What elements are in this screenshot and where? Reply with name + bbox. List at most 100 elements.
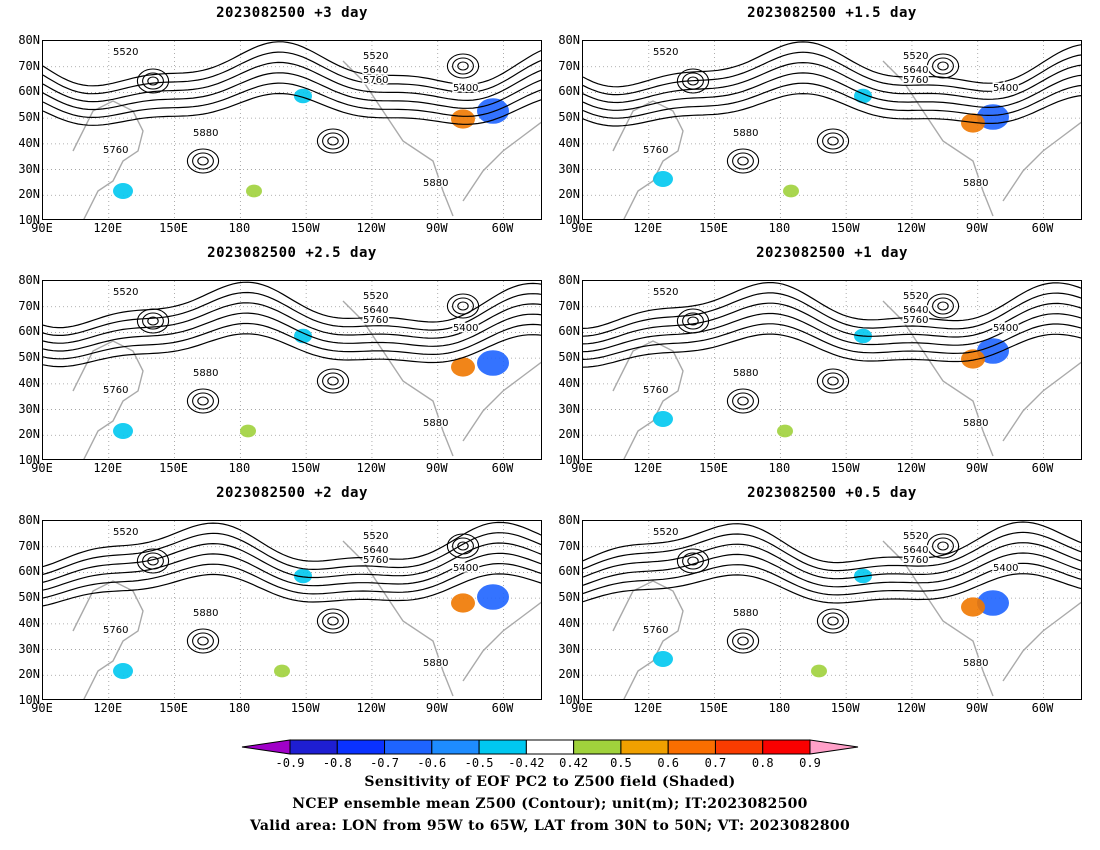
contour-label: 5640 <box>903 305 928 316</box>
lon-tick-label: 120E <box>93 701 123 715</box>
lon-tick-label: 150W <box>830 221 860 235</box>
closed-contour <box>932 297 954 315</box>
coastline-asia <box>72 100 144 219</box>
closed-contour <box>322 612 344 630</box>
lon-tick-label: 150W <box>290 221 320 235</box>
sensitivity-shading <box>477 584 509 610</box>
contour-label: 5760 <box>363 315 388 326</box>
z500-contour <box>583 302 1081 345</box>
z500-contour <box>583 92 1081 127</box>
contour-label: 5520 <box>653 527 678 538</box>
z500-contour <box>583 552 1081 588</box>
closed-contour <box>816 608 850 634</box>
sensitivity-shading <box>653 171 673 187</box>
sensitivity-shading <box>294 568 312 584</box>
sensitivity-shading <box>113 663 133 679</box>
lat-tick-label: 40N <box>558 135 580 150</box>
contour-label: 5520 <box>903 51 928 62</box>
contour-label: 5640 <box>903 65 928 76</box>
contour-label: 5400 <box>993 323 1018 334</box>
z500-contour <box>583 333 1081 368</box>
contour-label: 5880 <box>423 178 448 189</box>
sensitivity-shading <box>811 664 827 678</box>
map-panel-2: 5520 5520 5640 5760 5400 5880 5760 5880 <box>582 40 1082 220</box>
contour-label: 5400 <box>453 323 478 334</box>
contour-label: 5520 <box>113 47 138 58</box>
lat-tick-label: 80N <box>18 513 40 527</box>
lat-tick-label: 20N <box>18 427 40 442</box>
lon-tick-label: 150W <box>830 701 860 715</box>
closed-contour <box>816 128 850 154</box>
closed-contour <box>682 552 704 570</box>
closed-contour <box>192 392 214 410</box>
contour-label: 5400 <box>993 563 1018 574</box>
closed-contour <box>136 548 170 574</box>
map-panel-4: 5520 5520 5640 5760 5400 5880 5760 5880 <box>582 280 1082 460</box>
lat-tick-label: 80N <box>18 273 40 287</box>
contour-label: 5880 <box>733 128 758 139</box>
closed-contour <box>932 537 954 555</box>
closed-contour <box>322 372 344 390</box>
closed-contour <box>682 72 704 90</box>
contour-label: 5520 <box>903 531 928 542</box>
z500-contour <box>43 82 541 119</box>
lat-tick-label: 20N <box>558 427 580 442</box>
closed-contour <box>732 152 754 170</box>
closed-contour <box>142 312 164 330</box>
sensitivity-shading <box>294 88 312 104</box>
coastline-asia <box>612 580 684 699</box>
sensitivity-shading <box>246 184 262 198</box>
closed-contour <box>142 72 164 90</box>
closed-contour <box>687 76 699 86</box>
lat-tick-label: 50N <box>18 110 40 125</box>
lat-tick-label: 30N <box>18 401 40 416</box>
lon-tick-label: 150W <box>290 701 320 715</box>
colorbar-swatch <box>762 739 811 755</box>
closed-contour <box>732 632 754 650</box>
lat-tick-label: 40N <box>18 135 40 150</box>
closed-contour <box>327 616 339 626</box>
contour-label: 5640 <box>903 545 928 556</box>
colorbar-level-label: 0.8 <box>751 756 774 770</box>
z500-contour <box>43 322 541 360</box>
lat-tick-label: 50N <box>18 590 40 605</box>
lon-tick-label: 120E <box>93 461 123 475</box>
contour-label: 5760 <box>363 75 388 86</box>
contour-label: 5640 <box>363 305 388 316</box>
lat-tick-label: 60N <box>558 324 580 339</box>
z500-contour <box>583 573 1081 604</box>
z500-contour <box>43 92 541 126</box>
colorbar-level-label: -0.8 <box>322 756 352 770</box>
colorbar-level-label: -0.9 <box>275 756 305 770</box>
closed-contour <box>327 376 339 386</box>
closed-contour <box>676 548 710 574</box>
closed-contour <box>197 396 209 406</box>
closed-contour <box>197 636 209 646</box>
lat-tick-label: 70N <box>18 538 40 553</box>
closed-contour <box>682 312 704 330</box>
lon-tick-label: 90E <box>571 221 593 235</box>
lon-tick-label: 90W <box>425 461 448 475</box>
closed-contour <box>197 156 209 166</box>
colorbar-level-label: 0.42 <box>559 756 589 770</box>
lon-tick-label: 120W <box>896 221 926 235</box>
z500-contour <box>583 312 1081 353</box>
z500-contour <box>583 531 1081 572</box>
lat-tick-label: 70N <box>18 298 40 313</box>
closed-contour <box>926 53 960 79</box>
lat-tick-label: 40N <box>18 375 40 390</box>
z500-contour <box>43 61 541 103</box>
contour-label: 5520 <box>113 287 138 298</box>
colorbar-arrow-high <box>809 739 859 755</box>
z500-contour <box>43 532 541 575</box>
z500-contour <box>43 281 541 329</box>
lat-tick-label: 10N <box>18 213 40 227</box>
lat-tick-label: 50N <box>558 590 580 605</box>
lat-tick-label: 60N <box>558 564 580 579</box>
lat-tick-label: 10N <box>18 453 40 467</box>
colorbar-level-label: -0.42 <box>508 756 545 770</box>
lon-tick-label: 90E <box>571 461 593 475</box>
